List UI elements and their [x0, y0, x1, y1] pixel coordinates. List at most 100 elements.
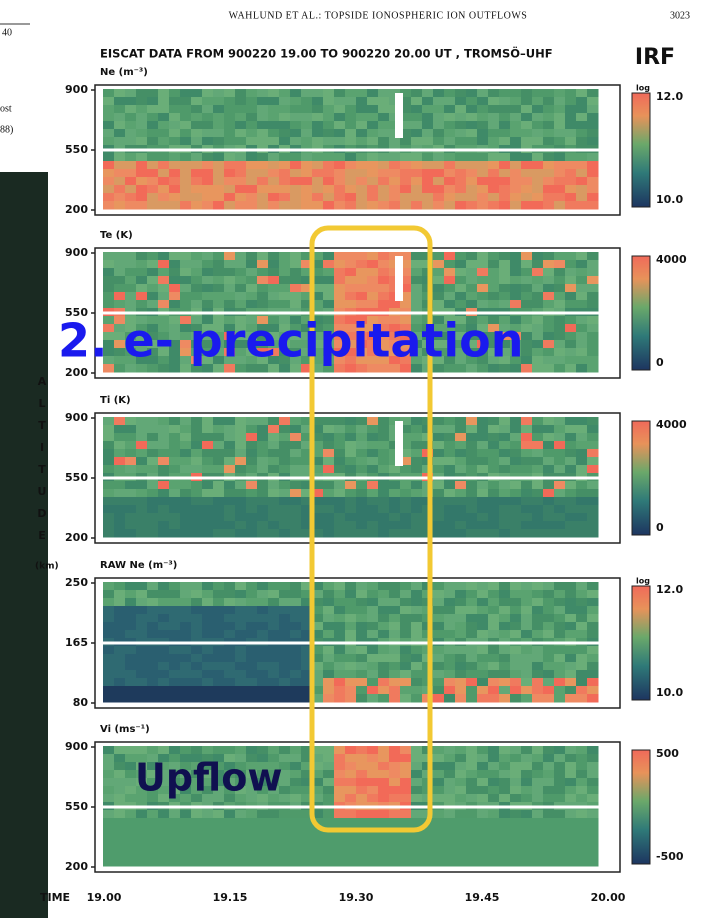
heatmap-cell	[279, 161, 291, 170]
heatmap-cell	[268, 670, 280, 679]
heatmap-cell	[378, 481, 390, 490]
x-tick-label: 19.30	[339, 891, 374, 904]
heatmap-cell	[499, 441, 511, 450]
heatmap-cell	[488, 137, 500, 146]
heatmap-cell	[114, 670, 126, 679]
heatmap-cell	[521, 300, 533, 309]
heatmap-cell	[323, 300, 335, 309]
heatmap-cell	[488, 614, 500, 623]
heatmap-cell	[334, 646, 346, 655]
heatmap-cell	[411, 778, 423, 787]
heatmap-cell	[136, 678, 148, 687]
colorbar	[632, 256, 650, 370]
heatmap-cell	[213, 292, 225, 301]
heatmap-cell	[279, 505, 291, 514]
heatmap-cell	[466, 598, 478, 607]
heatmap-cell	[323, 794, 335, 803]
x-tick-label: 20.00	[591, 891, 626, 904]
y-tick-label: 550	[65, 800, 88, 813]
heatmap-cell	[202, 177, 214, 186]
heatmap-cell	[400, 678, 412, 687]
heatmap-cell	[565, 858, 577, 867]
heatmap-cell	[554, 513, 566, 522]
heatmap-cell	[433, 529, 445, 538]
heatmap-cell	[213, 630, 225, 639]
heatmap-cell	[510, 284, 522, 293]
heatmap-cell	[455, 521, 467, 530]
heatmap-cell	[290, 169, 302, 178]
heatmap-cell	[191, 842, 203, 851]
heatmap-cell	[433, 590, 445, 599]
x-tick-label: 19.00	[87, 891, 122, 904]
heatmap-cell	[378, 497, 390, 506]
heatmap-cell	[532, 153, 544, 162]
heatmap-cell	[158, 268, 170, 277]
heatmap-cell	[554, 121, 566, 130]
heatmap-cell	[323, 762, 335, 771]
heatmap-cell	[290, 606, 302, 615]
heatmap-cell	[246, 137, 258, 146]
heatmap-cell	[510, 505, 522, 514]
heatmap-cell	[389, 678, 401, 687]
heatmap-cell	[345, 686, 357, 695]
heatmap-cell	[576, 786, 588, 795]
heatmap-cell	[235, 300, 247, 309]
heatmap-cell	[543, 260, 555, 269]
heatmap-cell	[290, 137, 302, 146]
heatmap-cell	[158, 441, 170, 450]
y-tick-label: 200	[65, 203, 88, 216]
heatmap-cell	[565, 129, 577, 138]
heatmap-cell	[554, 324, 566, 333]
heatmap-cell	[444, 89, 456, 98]
heatmap-cell	[268, 497, 280, 506]
heatmap-cell	[246, 834, 258, 843]
heatmap-cell	[334, 694, 346, 703]
heatmap-cell	[499, 582, 511, 591]
heatmap-cell	[114, 137, 126, 146]
heatmap-cell	[323, 441, 335, 450]
heatmap-cell	[213, 646, 225, 655]
heatmap-cell	[334, 521, 346, 530]
heatmap-cell	[356, 185, 368, 194]
heatmap-cell	[411, 252, 423, 261]
heatmap-cell	[356, 614, 368, 623]
heatmap-cell	[169, 169, 181, 178]
heatmap-cell	[224, 489, 236, 498]
heatmap-cell	[532, 686, 544, 695]
heatmap-cell	[499, 260, 511, 269]
heatmap-cell	[125, 137, 137, 146]
heatmap-cell	[158, 177, 170, 186]
heatmap-cell	[378, 153, 390, 162]
heatmap-cell	[532, 646, 544, 655]
heatmap-cell	[433, 606, 445, 615]
heatmap-cell	[367, 121, 379, 130]
heatmap-cell	[257, 489, 269, 498]
heatmap-cell	[444, 678, 456, 687]
heatmap-cell	[323, 129, 335, 138]
heatmap-cell	[257, 614, 269, 623]
heatmap-cell	[554, 292, 566, 301]
heatmap-cell	[257, 606, 269, 615]
heatmap-cell	[147, 113, 159, 122]
heatmap-cell	[268, 137, 280, 146]
heatmap-cell	[191, 177, 203, 186]
heatmap-cell	[114, 441, 126, 450]
heatmap-cell	[499, 89, 511, 98]
heatmap-cell	[510, 529, 522, 538]
heatmap-cell	[114, 521, 126, 530]
heatmap-cell	[202, 598, 214, 607]
heatmap-cell	[433, 260, 445, 269]
heatmap-cell	[400, 694, 412, 703]
heatmap-cell	[433, 598, 445, 607]
heatmap-cell	[290, 818, 302, 827]
heatmap-cell	[147, 505, 159, 514]
heatmap-cell	[554, 457, 566, 466]
heatmap-cell	[499, 252, 511, 261]
heatmap-cell	[576, 356, 588, 365]
heatmap-cell	[345, 505, 357, 514]
panel-label: Ne (m⁻³)	[100, 67, 148, 78]
heatmap-cell	[191, 449, 203, 458]
heatmap-cell	[378, 129, 390, 138]
heatmap-cell	[257, 425, 269, 434]
heatmap-cell	[367, 630, 379, 639]
